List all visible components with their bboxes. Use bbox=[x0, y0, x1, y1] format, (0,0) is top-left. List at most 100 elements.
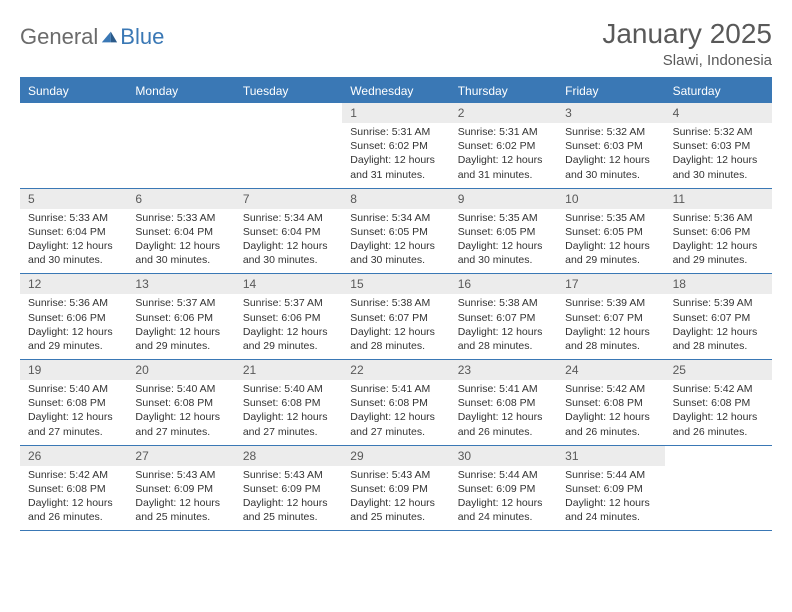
day-daylight1: Daylight: 12 hours bbox=[235, 325, 342, 339]
day-sunset: Sunset: 6:06 PM bbox=[665, 225, 772, 239]
day-sunrise: Sunrise: 5:44 AM bbox=[557, 468, 664, 482]
logo-triangle-icon bbox=[100, 28, 118, 46]
day-sunset: Sunset: 6:08 PM bbox=[557, 396, 664, 410]
day-cell: 22Sunrise: 5:41 AMSunset: 6:08 PMDayligh… bbox=[342, 360, 449, 445]
day-cell: 26 Sunrise: 5:42 AMSunset: 6:08 PMDayligh… bbox=[20, 446, 127, 531]
day-sunset: Sunset: 6:02 PM bbox=[342, 139, 449, 153]
day-number: 6 bbox=[127, 189, 234, 209]
day-daylight1: Daylight: 12 hours bbox=[665, 325, 772, 339]
day-daylight2: and 30 minutes. bbox=[20, 253, 127, 267]
day-sunset: Sunset: 6:08 PM bbox=[235, 396, 342, 410]
logo-text-general: General bbox=[20, 24, 98, 50]
day-daylight2: and 26 minutes. bbox=[450, 425, 557, 439]
day-number: 28 bbox=[235, 446, 342, 466]
day-daylight2: and 29 minutes. bbox=[557, 253, 664, 267]
day-sunrise: Sunrise: 5:40 AM bbox=[20, 382, 127, 396]
day-sunset: Sunset: 6:06 PM bbox=[235, 311, 342, 325]
day-cell: 28Sunrise: 5:43 AMSunset: 6:09 PMDayligh… bbox=[235, 446, 342, 531]
day-sunrise: Sunrise: 5:41 AM bbox=[450, 382, 557, 396]
day-sunrise: Sunrise: 5:40 AM bbox=[127, 382, 234, 396]
day-sunset: Sunset: 6:07 PM bbox=[342, 311, 449, 325]
day-daylight1: Daylight: 12 hours bbox=[450, 239, 557, 253]
day-number: 24 bbox=[557, 360, 664, 380]
day-sunset: Sunset: 6:05 PM bbox=[557, 225, 664, 239]
day-daylight1: Daylight: 12 hours bbox=[450, 496, 557, 510]
day-daylight1: Daylight: 12 hours bbox=[342, 325, 449, 339]
day-number: 3 bbox=[557, 103, 664, 123]
day-sunrise: Sunrise: 5:37 AM bbox=[235, 296, 342, 310]
weekday-header: Wednesday bbox=[342, 79, 449, 103]
day-number: 19 bbox=[20, 360, 127, 380]
day-number: 22 bbox=[342, 360, 449, 380]
day-cell: 10Sunrise: 5:35 AMSunset: 6:05 PMDayligh… bbox=[557, 189, 664, 274]
day-daylight1: Daylight: 12 hours bbox=[342, 239, 449, 253]
logo-text-blue: Blue bbox=[120, 24, 164, 50]
day-daylight1: Daylight: 12 hours bbox=[450, 153, 557, 167]
day-sunset: Sunset: 6:04 PM bbox=[127, 225, 234, 239]
day-sunrise: Sunrise: 5:40 AM bbox=[235, 382, 342, 396]
month-title: January 2025 bbox=[602, 18, 772, 50]
day-cell bbox=[20, 103, 127, 188]
day-sunset: Sunset: 6:09 PM bbox=[127, 482, 234, 496]
day-daylight1: Daylight: 12 hours bbox=[127, 410, 234, 424]
day-cell: 23Sunrise: 5:41 AMSunset: 6:08 PMDayligh… bbox=[450, 360, 557, 445]
day-daylight2: and 29 minutes. bbox=[665, 253, 772, 267]
week-row: 5Sunrise: 5:33 AMSunset: 6:04 PMDaylight… bbox=[20, 189, 772, 275]
day-cell: 1Sunrise: 5:31 AMSunset: 6:02 PMDaylight… bbox=[342, 103, 449, 188]
day-daylight1: Daylight: 12 hours bbox=[127, 325, 234, 339]
day-daylight2: and 26 minutes. bbox=[557, 425, 664, 439]
day-daylight1: Daylight: 12 hours bbox=[342, 153, 449, 167]
day-number: 31 bbox=[557, 446, 664, 466]
day-number: 29 bbox=[342, 446, 449, 466]
day-sunset: Sunset: 6:06 PM bbox=[127, 311, 234, 325]
location: Slawi, Indonesia bbox=[602, 52, 772, 69]
day-sunrise: Sunrise: 5:36 AM bbox=[20, 296, 127, 310]
weekday-header: Thursday bbox=[450, 79, 557, 103]
day-cell bbox=[127, 103, 234, 188]
day-sunset: Sunset: 6:07 PM bbox=[450, 311, 557, 325]
day-daylight2: and 28 minutes. bbox=[450, 339, 557, 353]
day-sunset: Sunset: 6:05 PM bbox=[342, 225, 449, 239]
logo: General Blue bbox=[20, 18, 164, 50]
day-daylight1: Daylight: 12 hours bbox=[557, 325, 664, 339]
day-cell: 24Sunrise: 5:42 AMSunset: 6:08 PMDayligh… bbox=[557, 360, 664, 445]
weekday-header: Sunday bbox=[20, 79, 127, 103]
day-sunrise: Sunrise: 5:39 AM bbox=[557, 296, 664, 310]
day-daylight1: Daylight: 12 hours bbox=[665, 153, 772, 167]
day-daylight2: and 25 minutes. bbox=[127, 510, 234, 524]
day-number: 26 bbox=[20, 446, 127, 466]
day-sunset: Sunset: 6:08 PM bbox=[20, 396, 127, 410]
day-sunset: Sunset: 6:04 PM bbox=[235, 225, 342, 239]
day-daylight1: Daylight: 12 hours bbox=[20, 239, 127, 253]
day-cell: 2Sunrise: 5:31 AMSunset: 6:02 PMDaylight… bbox=[450, 103, 557, 188]
week-row: 1Sunrise: 5:31 AMSunset: 6:02 PMDaylight… bbox=[20, 103, 772, 189]
day-sunrise: Sunrise: 5:44 AM bbox=[450, 468, 557, 482]
day-daylight2: and 30 minutes. bbox=[557, 168, 664, 182]
day-daylight1: Daylight: 12 hours bbox=[557, 239, 664, 253]
day-sunset: Sunset: 6:09 PM bbox=[450, 482, 557, 496]
day-daylight1: Daylight: 12 hours bbox=[20, 325, 127, 339]
day-daylight2: and 30 minutes. bbox=[235, 253, 342, 267]
weekday-header-row: SundayMondayTuesdayWednesdayThursdayFrid… bbox=[20, 79, 772, 103]
day-sunset: Sunset: 6:07 PM bbox=[665, 311, 772, 325]
day-daylight2: and 28 minutes. bbox=[342, 339, 449, 353]
day-daylight1: Daylight: 12 hours bbox=[557, 496, 664, 510]
day-daylight2: and 26 minutes. bbox=[20, 510, 127, 524]
day-sunset: Sunset: 6:04 PM bbox=[20, 225, 127, 239]
day-cell: 21Sunrise: 5:40 AMSunset: 6:08 PMDayligh… bbox=[235, 360, 342, 445]
day-daylight1: Daylight: 12 hours bbox=[665, 239, 772, 253]
day-daylight1: Daylight: 12 hours bbox=[20, 496, 127, 510]
day-sunset: Sunset: 6:08 PM bbox=[20, 482, 127, 496]
day-sunset: Sunset: 6:09 PM bbox=[557, 482, 664, 496]
day-daylight2: and 29 minutes. bbox=[235, 339, 342, 353]
day-sunrise: Sunrise: 5:42 AM bbox=[20, 468, 127, 482]
weekday-header: Friday bbox=[557, 79, 664, 103]
day-number: 30 bbox=[450, 446, 557, 466]
day-daylight1: Daylight: 12 hours bbox=[342, 410, 449, 424]
day-number: 1 bbox=[342, 103, 449, 123]
day-sunrise: Sunrise: 5:32 AM bbox=[557, 125, 664, 139]
day-daylight2: and 24 minutes. bbox=[557, 510, 664, 524]
day-cell: 6Sunrise: 5:33 AMSunset: 6:04 PMDaylight… bbox=[127, 189, 234, 274]
day-number bbox=[665, 446, 772, 466]
day-daylight2: and 30 minutes. bbox=[450, 253, 557, 267]
